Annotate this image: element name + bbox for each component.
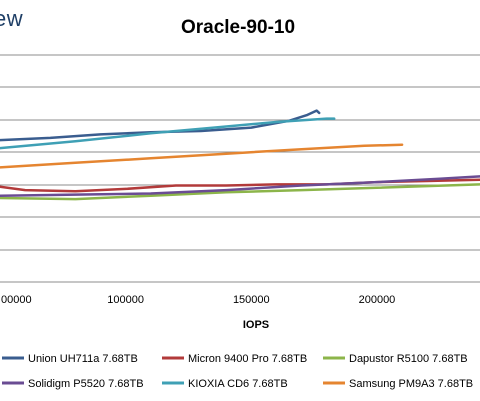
legend-label-3: Solidigm P5520 7.68TB xyxy=(28,378,144,390)
brand-logo-fragment: ew xyxy=(0,6,24,31)
legend: Union UH711a 7.68TB Micron 9400 Pro 7.68T… xyxy=(2,353,473,390)
legend-label-1: Micron 9400 Pro 7.68TB xyxy=(188,353,307,365)
x-tick-label-0: 100000 xyxy=(107,294,144,306)
series-line-2 xyxy=(0,183,480,201)
legend-label-5: Samsung PM9A3 7.68TB xyxy=(349,378,473,390)
x-axis-label: IOPS xyxy=(243,319,269,331)
x-tick-label-2: 200000 xyxy=(359,294,396,306)
legend-label-0: Union UH711a 7.68TB xyxy=(28,353,138,365)
legend-label-4: KIOXIA CD6 7.68TB xyxy=(188,378,288,390)
series-lines xyxy=(0,109,480,201)
x-tick-label-partial: 00000 xyxy=(1,294,32,306)
x-tick-label-1: 150000 xyxy=(233,294,270,306)
series-line-4 xyxy=(0,117,336,150)
x-axis-ticks: 00000 100000 150000 200000 xyxy=(1,294,395,306)
series-line-5 xyxy=(0,143,404,169)
legend-label-2: Dapustor R5100 7.68TB xyxy=(349,353,468,365)
chart-title: Oracle-90-10 xyxy=(181,17,295,38)
series-line-3 xyxy=(0,175,480,197)
series-line-0 xyxy=(0,109,321,142)
